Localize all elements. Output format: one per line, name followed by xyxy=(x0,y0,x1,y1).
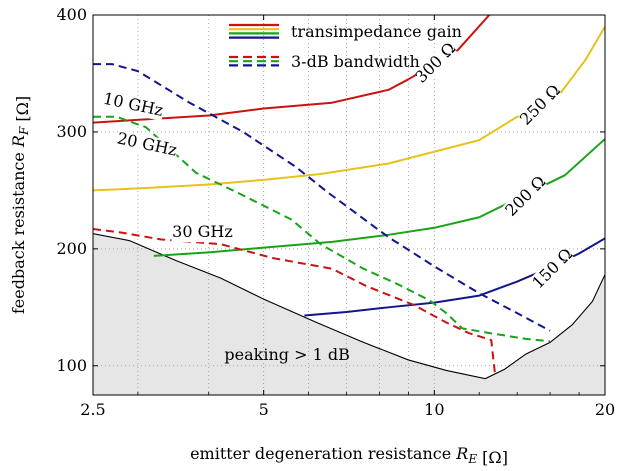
y-tick-label: 100 xyxy=(56,356,87,375)
x-tick-label: 5 xyxy=(259,400,269,419)
x-axis-label: emitter degeneration resistance RE [Ω] xyxy=(190,444,508,467)
annotation-background xyxy=(171,223,234,243)
y-tick-label: 400 xyxy=(56,5,87,24)
y-tick-label: 300 xyxy=(56,122,87,141)
y-tick-label: 200 xyxy=(56,239,87,258)
x-tick-label: 2.5 xyxy=(80,400,105,419)
annotation-background xyxy=(503,173,549,220)
legend-label-transimpedance-gain: transimpedance gain xyxy=(291,22,462,41)
x-tick-label: 20 xyxy=(595,400,615,419)
annotation-30-ghz: 30 GHz xyxy=(172,222,233,241)
annotation-peaking-1-db: peaking > 1 dB xyxy=(224,345,349,364)
series-bandwidth-10-ghz xyxy=(93,63,551,332)
peaking-region xyxy=(93,233,605,395)
legend: transimpedance gain 3-dB bandwidth xyxy=(229,22,462,71)
series-bandwidth-30-ghz xyxy=(93,227,497,376)
series-gain-250 xyxy=(93,26,605,192)
grid xyxy=(93,15,605,395)
annotation-background xyxy=(100,89,166,122)
peaking-region-boundary xyxy=(93,233,605,380)
annotation-background xyxy=(529,246,576,293)
x-tick-label: 10 xyxy=(424,400,444,419)
y-axis-label: feedback resistance RF [Ω] xyxy=(9,96,32,314)
series-bandwidth-20-ghz xyxy=(93,115,551,343)
plot-frame xyxy=(92,14,606,396)
annotation-background xyxy=(517,82,564,129)
annotation-background xyxy=(413,40,460,87)
annotation-background xyxy=(114,129,180,161)
legend-label-3-db-bandwidth: 3-dB bandwidth xyxy=(291,52,420,71)
